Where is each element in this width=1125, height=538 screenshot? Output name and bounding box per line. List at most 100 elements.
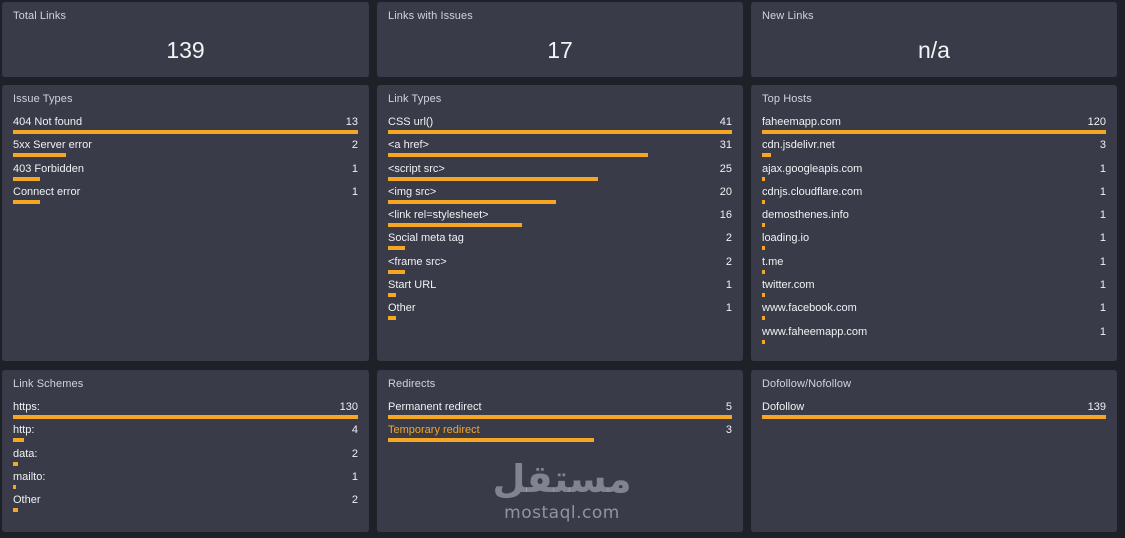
list-item[interactable]: faheemapp.com 120 <box>762 116 1106 139</box>
list-item[interactable]: www.facebook.com 1 <box>762 302 1106 325</box>
bar-track <box>13 176 358 181</box>
list-item[interactable]: cdn.jsdelivr.net 3 <box>762 139 1106 162</box>
row-count: 2 <box>351 447 358 460</box>
card-title: New Links <box>762 10 814 22</box>
bar-track <box>762 199 1106 204</box>
list-item[interactable]: mailto: 1 <box>13 471 358 494</box>
list-item[interactable]: <script src> 25 <box>388 163 732 186</box>
value-bar <box>762 269 765 274</box>
value-bar <box>388 223 523 228</box>
list-item[interactable]: Permanent redirect 5 <box>388 401 732 424</box>
bar-track <box>388 293 732 298</box>
bar-track <box>762 176 1106 181</box>
value-bar <box>388 199 556 204</box>
row-label: <script src> <box>388 162 445 175</box>
new-links-card[interactable]: New Links n/a <box>751 2 1117 77</box>
row-label: 403 Forbidden <box>13 162 84 175</box>
row-count: 1 <box>1099 209 1106 222</box>
row-label: www.faheemapp.com <box>762 325 868 338</box>
list-item[interactable]: <a href> 31 <box>388 139 732 162</box>
link-schemes-card: Link Schemes https: 130 http: 4 data: 2 mailto… <box>2 370 369 532</box>
row-count: 1 <box>1099 325 1106 338</box>
list-item[interactable]: Temporary redirect 3 <box>388 424 732 447</box>
value-bar <box>388 176 598 181</box>
card-title: Top Hosts <box>762 93 812 105</box>
card-title: Link Schemes <box>13 378 84 390</box>
row-count: 2 <box>725 255 732 268</box>
bar-track <box>13 153 358 158</box>
bar-track <box>13 130 358 134</box>
bar-track <box>13 438 358 443</box>
list-item[interactable]: CSS url() 41 <box>388 116 732 139</box>
links-with-issues-card[interactable]: Links with Issues 17 <box>377 2 743 77</box>
row-count: 31 <box>719 139 732 152</box>
value-bar <box>762 316 765 321</box>
list-item[interactable]: www.faheemapp.com 1 <box>762 326 1106 349</box>
row-count: 120 <box>1087 116 1106 128</box>
list-item[interactable]: Social meta tag 2 <box>388 232 732 255</box>
list-item[interactable]: 403 Forbidden 1 <box>13 163 358 186</box>
row-count: 1 <box>351 162 358 175</box>
value-bar <box>762 293 765 298</box>
value-bar <box>762 176 765 181</box>
bar-track <box>762 269 1106 274</box>
card-title: Redirects <box>388 378 436 390</box>
list-item[interactable]: cdnjs.cloudflare.com 1 <box>762 186 1106 209</box>
bar-track <box>388 415 732 419</box>
list-item[interactable]: twitter.com 1 <box>762 279 1106 302</box>
issue-types-list: 404 Not found 13 5xx Server error 2 403 Forb… <box>13 116 358 209</box>
watermark-logo: مستقل <box>492 457 632 501</box>
watermark: مستقل mostaql.com <box>492 455 632 523</box>
list-item[interactable]: <img src> 20 <box>388 186 732 209</box>
list-item[interactable]: 404 Not found 13 <box>13 116 358 139</box>
list-item[interactable]: ajax.googleapis.com 1 <box>762 163 1106 186</box>
list-item[interactable]: 5xx Server error 2 <box>13 139 358 162</box>
row-count: 1 <box>1099 255 1106 268</box>
row-label: https: <box>13 401 40 413</box>
row-label: ajax.googleapis.com <box>762 162 863 175</box>
list-item[interactable]: <frame src> 2 <box>388 256 732 279</box>
list-item[interactable]: <link rel=stylesheet> 16 <box>388 209 732 232</box>
list-item[interactable]: demosthenes.info 1 <box>762 209 1106 232</box>
bar-track <box>388 153 732 158</box>
list-item[interactable]: Connect error 1 <box>13 186 358 209</box>
total-links-card[interactable]: Total Links 139 <box>2 2 369 77</box>
redirects-card: Redirects Permanent redirect 5 Temporary r… <box>377 370 743 532</box>
row-count: 139 <box>1087 401 1106 413</box>
list-item[interactable]: loading.io 1 <box>762 232 1106 255</box>
row-count: 25 <box>719 162 732 175</box>
list-item[interactable]: http: 4 <box>13 424 358 447</box>
bar-track <box>388 199 732 204</box>
watermark-site: mostaql.com <box>504 503 620 523</box>
row-count: 1 <box>725 279 732 292</box>
list-item[interactable]: Start URL 1 <box>388 279 732 302</box>
row-count: 16 <box>719 209 732 222</box>
value-bar <box>13 130 358 134</box>
list-item[interactable]: https: 130 <box>13 401 358 424</box>
value-bar <box>13 415 358 419</box>
list-item[interactable]: Dofollow 139 <box>762 401 1106 424</box>
list-item[interactable]: Other 1 <box>388 302 732 325</box>
row-count: 1 <box>351 185 358 198</box>
value-bar <box>13 508 19 513</box>
bar-track <box>762 246 1106 251</box>
row-label: t.me <box>762 255 784 268</box>
row-count: 1 <box>1099 279 1106 292</box>
value-bar <box>13 176 40 181</box>
bar-track <box>762 415 1106 419</box>
top-hosts-card: Top Hosts faheemapp.com 120 cdn.jsdelivr.n… <box>751 85 1117 361</box>
bar-track <box>13 461 358 466</box>
row-label: <img src> <box>388 185 437 198</box>
list-item[interactable]: data: 2 <box>13 448 358 471</box>
row-label: Other <box>388 302 416 315</box>
bar-track <box>762 153 1106 158</box>
bar-track <box>13 508 358 513</box>
row-label: faheemapp.com <box>762 116 841 128</box>
value-bar <box>762 415 1106 419</box>
list-item[interactable]: t.me 1 <box>762 256 1106 279</box>
new-links-value: n/a <box>918 37 950 63</box>
list-item[interactable]: Other 2 <box>13 494 358 517</box>
bar-track <box>388 176 732 181</box>
row-count: 130 <box>339 401 358 413</box>
